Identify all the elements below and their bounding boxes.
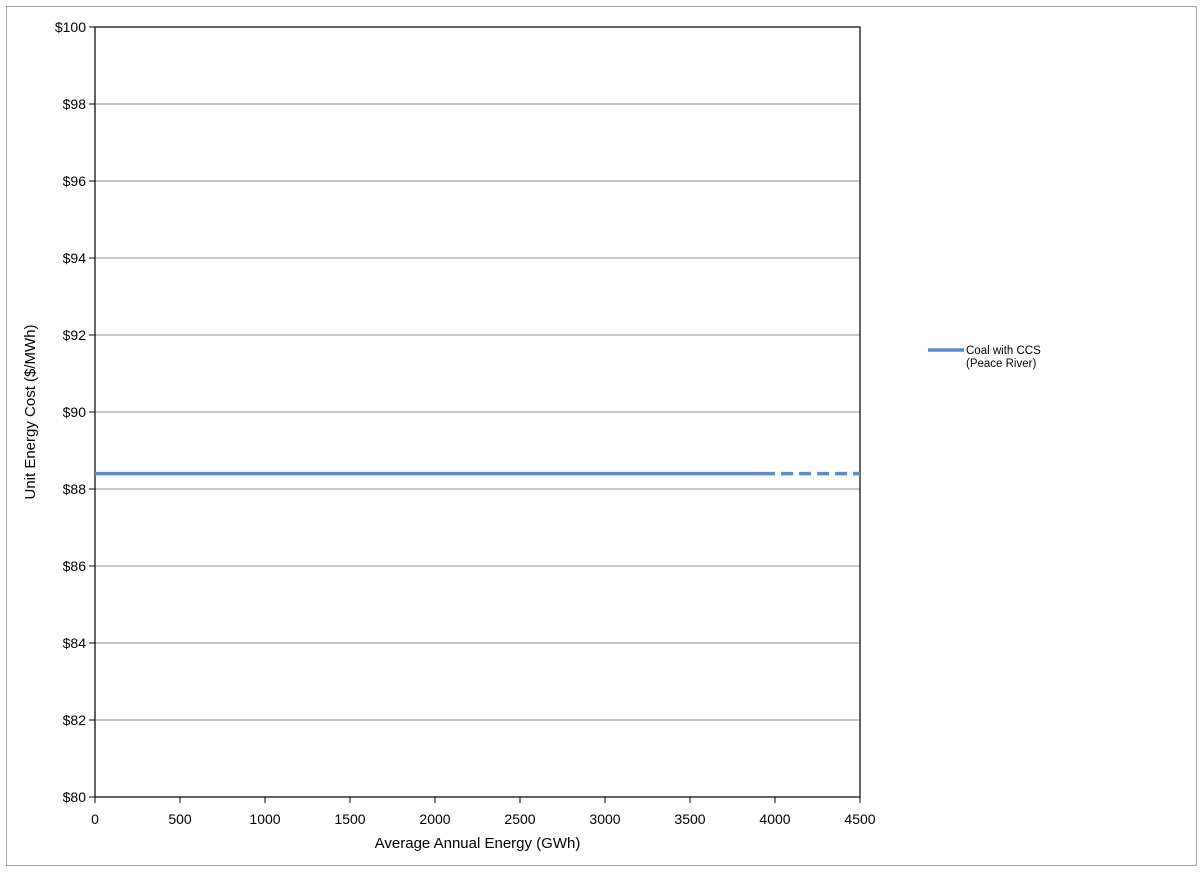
y-axis-title: Unit Energy Cost ($/MWh) <box>22 324 39 499</box>
y-tick-label: $82 <box>63 712 87 728</box>
y-tick-label: $100 <box>55 19 86 35</box>
x-tick-label: 0 <box>91 811 99 827</box>
x-axis: 0 500 1000 1500 2000 2500 3000 3500 4000 4500 <box>91 797 876 827</box>
y-tick-label: $96 <box>63 173 87 189</box>
y-tick-label: $86 <box>63 558 87 574</box>
y-tick-label: $92 <box>63 327 87 343</box>
x-tick-label: 3500 <box>674 811 705 827</box>
y-tick-label: $88 <box>63 481 87 497</box>
y-tick-label: $80 <box>63 789 87 805</box>
y-tick-label: $98 <box>63 96 87 112</box>
x-tick-label: 4500 <box>844 811 875 827</box>
x-tick-label: 2000 <box>419 811 450 827</box>
x-tick-label: 1000 <box>249 811 280 827</box>
legend-label: Coal with CCS <box>966 345 1041 357</box>
gridlines <box>95 103 860 721</box>
y-tick-label: $90 <box>63 404 87 420</box>
chart-frame <box>6 6 1197 866</box>
x-tick-label: 4000 <box>759 811 790 827</box>
x-tick-label: 500 <box>168 811 192 827</box>
x-tick-label: 1500 <box>334 811 365 827</box>
y-axis: $80 $82 $84 $86 $88 $90 $92 $94 $96 $98 $100 <box>55 19 95 805</box>
legend: Coal with CCS(Peace River) <box>928 345 1041 370</box>
x-tick-label: 2500 <box>504 811 535 827</box>
x-tick-label: 3000 <box>589 811 620 827</box>
x-axis-title: Average Annual Energy (GWh) <box>375 835 581 852</box>
y-tick-label: $94 <box>63 250 87 266</box>
legend-label: (Peace River) <box>966 358 1036 370</box>
y-tick-label: $84 <box>63 635 87 651</box>
